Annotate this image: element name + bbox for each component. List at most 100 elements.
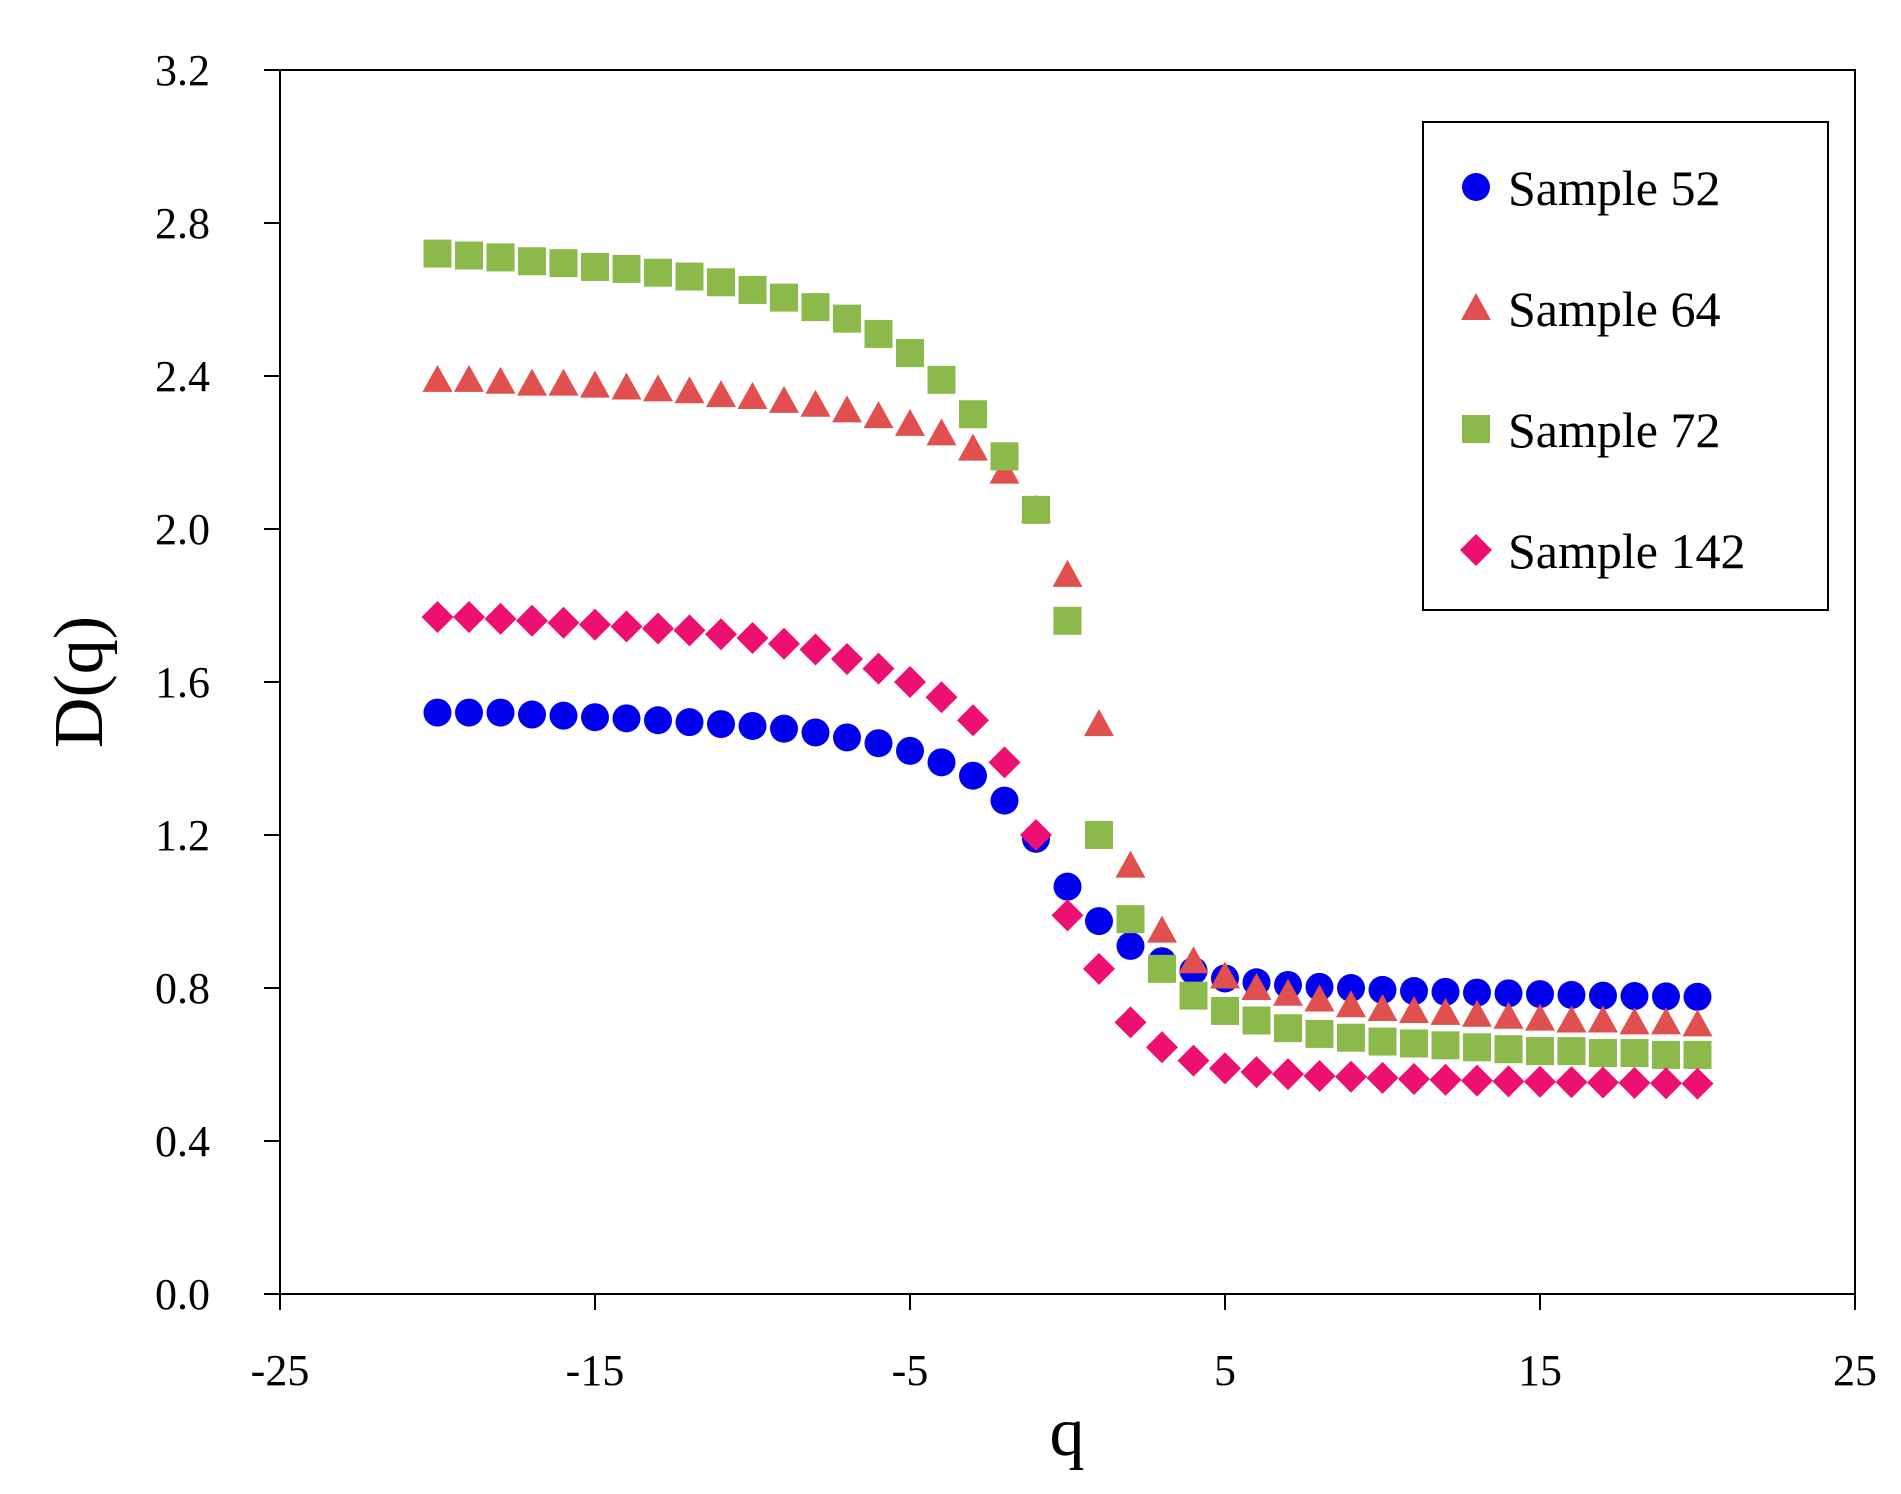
data-point (705, 618, 737, 651)
y-tick-label: 0.0 (155, 1270, 210, 1319)
data-point (1368, 1027, 1397, 1056)
data-point (1083, 952, 1115, 985)
data-point (1147, 915, 1177, 943)
data-point (1336, 990, 1366, 1018)
data-point (832, 395, 862, 423)
data-point (1557, 980, 1586, 1009)
y-axis-ticks: 0.0 0.4 0.8 1.2 1.6 2.0 2.4 2.8 3.2 (155, 46, 280, 1319)
data-point (516, 604, 548, 637)
data-point (1240, 1056, 1273, 1089)
data-point (770, 714, 798, 743)
data-point (926, 418, 957, 446)
data-point (1178, 946, 1209, 974)
data-point (1398, 1063, 1430, 1096)
data-point (455, 241, 483, 270)
data-point (517, 368, 547, 396)
data-point (580, 370, 610, 398)
data-point (738, 275, 767, 304)
data-point (706, 380, 736, 408)
data-point (1211, 996, 1239, 1025)
data-point (486, 243, 515, 272)
data-point (833, 723, 861, 752)
y-axis-title: D(q) (41, 616, 118, 748)
data-point (1367, 994, 1398, 1022)
data-point (518, 247, 546, 276)
x-axis-ticks: -25 -15 -5 5 15 25 (251, 1294, 1877, 1395)
data-point (1493, 1001, 1524, 1029)
data-point (547, 606, 580, 639)
data-point (1114, 1006, 1147, 1039)
data-point (1304, 984, 1335, 1012)
data-point (423, 698, 452, 727)
data-point (548, 368, 579, 396)
data-point (927, 748, 956, 777)
data-point (990, 442, 1019, 471)
data-point (1589, 981, 1617, 1010)
series-sample-52 (423, 698, 1712, 1011)
data-point (1020, 819, 1052, 851)
data-point (1116, 931, 1145, 960)
data-point (1210, 961, 1240, 989)
data-point (1681, 1067, 1714, 1100)
data-point (958, 433, 988, 461)
data-point (738, 711, 767, 740)
data-point (675, 708, 704, 737)
data-point (927, 365, 956, 394)
data-point (1241, 973, 1272, 1000)
data-point (643, 374, 673, 402)
data-point (675, 262, 704, 291)
data-point (1557, 1037, 1586, 1066)
data-point (1085, 821, 1113, 849)
data-point (1399, 995, 1429, 1023)
data-point (862, 652, 895, 685)
data-point (1053, 606, 1082, 635)
data-point (644, 706, 672, 735)
y-tick-label: 0.8 (155, 964, 210, 1013)
data-point (925, 681, 958, 714)
data-point (581, 252, 609, 281)
data-point (988, 746, 1021, 779)
data-point (1618, 1066, 1651, 1099)
y-tick-label: 0.4 (155, 1117, 210, 1166)
data-point (769, 385, 799, 413)
data-point (1085, 907, 1113, 936)
data-point (1148, 954, 1176, 983)
data-point (485, 366, 516, 394)
data-point (990, 786, 1019, 815)
y-tick-label: 2.4 (155, 352, 210, 401)
data-point (612, 704, 641, 733)
data-point (768, 627, 800, 660)
series-sample-72 (423, 239, 1712, 1069)
data-point (454, 364, 484, 392)
x-tick-label: 5 (1214, 1346, 1236, 1395)
data-point (801, 293, 830, 322)
data-point (581, 703, 609, 732)
data-point (833, 304, 861, 333)
data-point (1588, 1005, 1618, 1033)
series-sample-142 (421, 600, 1714, 1100)
data-point (1051, 899, 1084, 932)
data-point (1494, 979, 1523, 1008)
data-point (610, 610, 643, 643)
data-point (896, 339, 924, 368)
data-point (612, 254, 641, 283)
y-tick-label: 2.0 (155, 505, 210, 554)
data-point (1400, 977, 1428, 1006)
data-point (896, 736, 924, 765)
legend-marker-sample-64 (1461, 293, 1491, 320)
data-point (1526, 980, 1554, 1009)
data-point (644, 258, 672, 287)
data-point (1526, 1037, 1554, 1066)
data-point (1555, 1066, 1588, 1099)
data-point (831, 643, 863, 676)
data-point (1431, 977, 1460, 1006)
data-point (1242, 1006, 1271, 1035)
data-point (1587, 1066, 1619, 1099)
data-point (1620, 1039, 1649, 1068)
data-point (1463, 1033, 1491, 1062)
data-point (549, 701, 578, 730)
data-point (1492, 1065, 1525, 1098)
data-point (1463, 978, 1491, 1007)
data-point (453, 600, 485, 633)
legend-marker-sample-52 (1462, 173, 1490, 201)
